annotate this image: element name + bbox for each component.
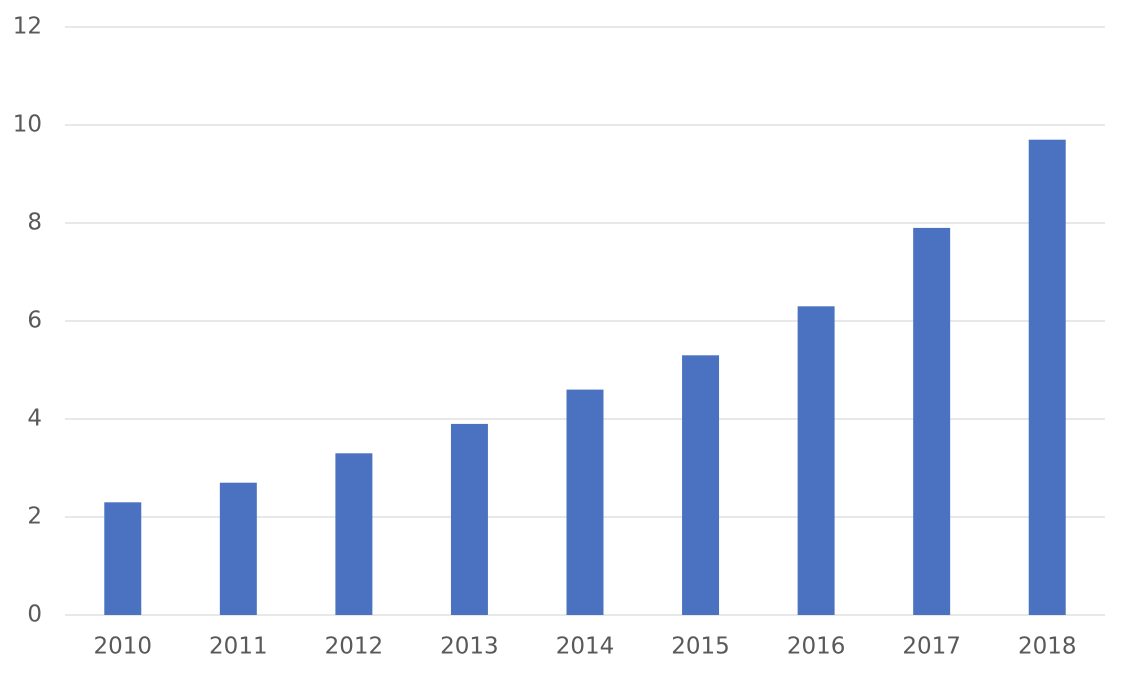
bar xyxy=(797,306,835,615)
y-tick-label: 2 xyxy=(27,504,42,530)
x-tick-label: 2018 xyxy=(1018,634,1077,660)
bar xyxy=(1028,139,1066,615)
y-tick-label: 0 xyxy=(27,602,42,628)
y-tick-label: 10 xyxy=(13,112,42,138)
x-tick-label: 2017 xyxy=(902,634,961,660)
bar xyxy=(913,227,951,615)
bar xyxy=(219,482,257,615)
y-tick-label: 4 xyxy=(27,406,42,432)
bar xyxy=(566,389,604,615)
bar xyxy=(450,423,488,615)
x-tick-label: 2014 xyxy=(556,634,615,660)
y-tick-label: 12 xyxy=(13,14,42,40)
x-tick-label: 2011 xyxy=(209,634,268,660)
x-tick-label: 2013 xyxy=(440,634,499,660)
x-tick-label: 2016 xyxy=(787,634,846,660)
bar xyxy=(104,502,142,615)
x-tick-label: 2010 xyxy=(94,634,153,660)
x-tick-label: 2012 xyxy=(325,634,384,660)
y-tick-label: 8 xyxy=(27,210,42,236)
bar xyxy=(335,453,373,615)
x-tick-label: 2015 xyxy=(671,634,730,660)
y-tick-label: 6 xyxy=(27,308,42,334)
bar xyxy=(682,355,720,615)
